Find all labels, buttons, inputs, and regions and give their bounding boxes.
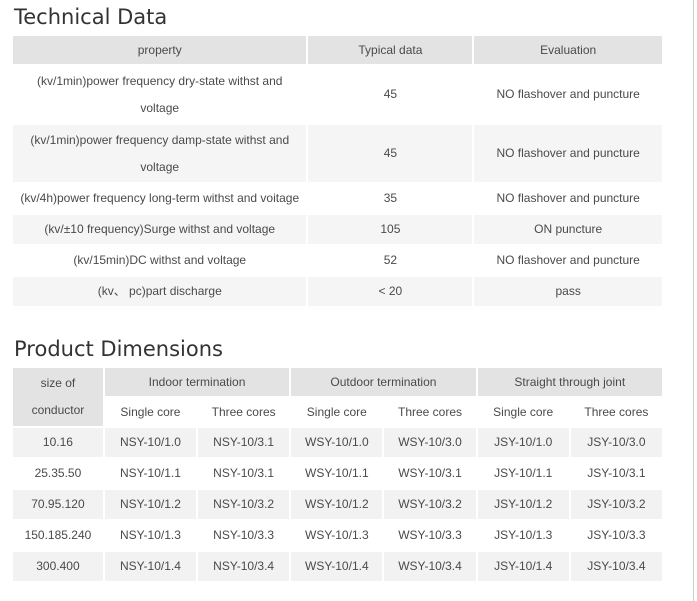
product-dimensions-sub-header-row: Single core Three cores Single core Thre… bbox=[13, 398, 662, 426]
table-cell: < 20 bbox=[308, 277, 473, 306]
table-cell: (kv/15min)DC withst and voltage bbox=[13, 246, 307, 275]
table-cell: NSY-10/3.4 bbox=[198, 552, 290, 581]
sub-header-single-core: Single core bbox=[291, 398, 383, 426]
table-cell: NO flashover and puncture bbox=[474, 184, 662, 213]
sub-header-three-cores: Three cores bbox=[384, 398, 476, 426]
product-dimensions-table: size of conductor Indoor termination Out… bbox=[11, 366, 664, 583]
table-row: (kv/15min)DC withst and voltage 52 NO flas… bbox=[13, 246, 662, 275]
table-cell: JSY-10/3.4 bbox=[570, 552, 662, 581]
table-row: 150.185.240 NSY-10/1.3 NSY-10/3.3 WSY-10/1.… bbox=[13, 521, 662, 550]
table-cell: ON puncture bbox=[474, 215, 662, 244]
table-cell: 105 bbox=[308, 215, 473, 244]
table-cell: WSY-10/3.4 bbox=[384, 552, 476, 581]
table-cell: 150.185.240 bbox=[13, 521, 103, 550]
column-header-size-of-conductor: size of conductor bbox=[13, 368, 103, 426]
table-cell: JSY-10/3.0 bbox=[570, 428, 662, 457]
column-header-evaluation: Evaluation bbox=[474, 36, 662, 64]
table-row: 70.95.120 NSY-10/1.2 NSY-10/3.2 WSY-10/1.2 W… bbox=[13, 490, 662, 519]
table-cell: 70.95.120 bbox=[13, 490, 103, 519]
table-cell: NSY-10/3.3 bbox=[198, 521, 290, 550]
table-cell: 45 bbox=[308, 125, 473, 182]
product-dimensions-section: size of conductor Indoor termination Out… bbox=[0, 366, 693, 583]
group-header-indoor-termination: Indoor termination bbox=[104, 368, 290, 396]
table-cell: NSY-10/1.0 bbox=[104, 428, 197, 457]
group-header-straight-through-joint: Straight through joint bbox=[477, 368, 662, 396]
table-cell: 45 bbox=[308, 66, 473, 123]
table-cell: WSY-10/3.1 bbox=[384, 459, 476, 488]
table-cell: 10.16 bbox=[13, 428, 103, 457]
technical-data-body: (kv/1min)power frequency dry-state withs… bbox=[13, 66, 662, 306]
table-cell: WSY-10/1.4 bbox=[291, 552, 383, 581]
sub-header-single-core: Single core bbox=[477, 398, 569, 426]
table-row: (kv/1min)power frequency damp-state with… bbox=[13, 125, 662, 182]
table-cell: JSY-10/1.3 bbox=[477, 521, 569, 550]
technical-data-section: property Typical data Evaluation (kv/1mi… bbox=[0, 34, 693, 308]
table-row: (kv、 pc)part discharge < 20 pass bbox=[13, 277, 662, 306]
product-dimensions-group-header-row: size of conductor Indoor termination Out… bbox=[13, 368, 662, 426]
table-cell: NSY-10/1.2 bbox=[104, 490, 197, 519]
table-cell: NSY-10/1.4 bbox=[104, 552, 197, 581]
table-cell: WSY-10/3.0 bbox=[384, 428, 476, 457]
table-cell: 25.35.50 bbox=[13, 459, 103, 488]
table-cell: pass bbox=[474, 277, 662, 306]
table-cell: (kv/±10 frequency)Surge withst and volta… bbox=[13, 215, 307, 244]
table-cell: (kv/1min)power frequency damp-state with… bbox=[13, 125, 307, 182]
table-cell: NSY-10/1.3 bbox=[104, 521, 197, 550]
table-cell: 52 bbox=[308, 246, 473, 275]
table-cell: NSY-10/3.1 bbox=[198, 459, 290, 488]
table-cell: JSY-10/3.3 bbox=[570, 521, 662, 550]
sub-header-three-cores: Three cores bbox=[198, 398, 290, 426]
table-cell: JSY-10/3.1 bbox=[570, 459, 662, 488]
table-cell: NSY-10/3.1 bbox=[198, 428, 290, 457]
sub-header-three-cores: Three cores bbox=[570, 398, 662, 426]
technical-data-table: property Typical data Evaluation (kv/1mi… bbox=[11, 34, 664, 308]
table-row: 25.35.50 NSY-10/1.1 NSY-10/3.1 WSY-10/1.1 WS… bbox=[13, 459, 662, 488]
table-cell: JSY-10/1.0 bbox=[477, 428, 569, 457]
table-cell: (kv/1min)power frequency dry-state withs… bbox=[13, 66, 307, 123]
corner-header-line-1: size of bbox=[40, 376, 76, 390]
table-cell: NO flashover and puncture bbox=[474, 125, 662, 182]
table-cell: NSY-10/1.1 bbox=[104, 459, 197, 488]
table-cell: 300.400 bbox=[13, 552, 103, 581]
table-cell: NSY-10/3.2 bbox=[198, 490, 290, 519]
corner-header-line-2: conductor bbox=[31, 403, 85, 417]
table-cell: WSY-10/3.2 bbox=[384, 490, 476, 519]
table-cell: (kv/4h)power frequency long-term withst … bbox=[13, 184, 307, 213]
table-cell: JSY-10/1.2 bbox=[477, 490, 569, 519]
table-cell: JSY-10/1.4 bbox=[477, 552, 569, 581]
table-cell: WSY-10/1.2 bbox=[291, 490, 383, 519]
table-cell: WSY-10/1.1 bbox=[291, 459, 383, 488]
table-cell: 35 bbox=[308, 184, 473, 213]
section-title-technical-data: Technical Data bbox=[14, 5, 168, 29]
table-row: 10.16 NSY-10/1.0 NSY-10/3.1 WSY-10/1.0 WSY-1… bbox=[13, 428, 662, 457]
group-header-outdoor-termination: Outdoor termination bbox=[291, 368, 476, 396]
table-cell: JSY-10/3.2 bbox=[570, 490, 662, 519]
table-cell: NO flashover and puncture bbox=[474, 66, 662, 123]
section-title-product-dimensions: Product Dimensions bbox=[14, 337, 223, 361]
column-header-typical-data: Typical data bbox=[308, 36, 473, 64]
technical-data-header-row: property Typical data Evaluation bbox=[13, 36, 662, 64]
table-cell: (kv、 pc)part discharge bbox=[13, 277, 307, 306]
table-row: (kv/4h)power frequency long-term withst … bbox=[13, 184, 662, 213]
table-cell: WSY-10/1.0 bbox=[291, 428, 383, 457]
column-header-property: property bbox=[13, 36, 307, 64]
table-row: 300.400 NSY-10/1.4 NSY-10/3.4 WSY-10/1.4 WSY… bbox=[13, 552, 662, 581]
table-cell: WSY-10/3.3 bbox=[384, 521, 476, 550]
table-row: (kv/±10 frequency)Surge withst and volta… bbox=[13, 215, 662, 244]
table-row: (kv/1min)power frequency dry-state withs… bbox=[13, 66, 662, 123]
product-dimensions-body: 10.16 NSY-10/1.0 NSY-10/3.1 WSY-10/1.0 WSY-1… bbox=[13, 428, 662, 581]
table-cell: JSY-10/1.1 bbox=[477, 459, 569, 488]
table-cell: NO flashover and puncture bbox=[474, 246, 662, 275]
table-cell: WSY-10/1.3 bbox=[291, 521, 383, 550]
sub-header-single-core: Single core bbox=[104, 398, 197, 426]
